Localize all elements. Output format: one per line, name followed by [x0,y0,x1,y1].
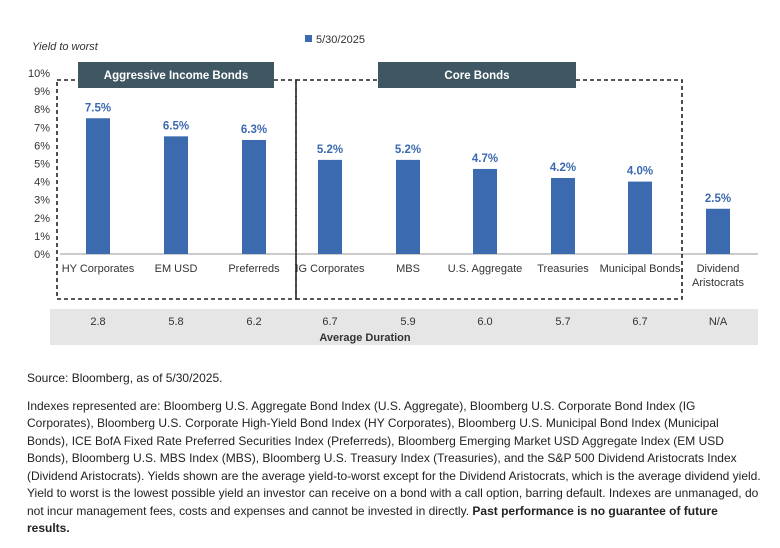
x-tick-label: Treasuries [537,263,589,275]
y-tick-label: 5% [34,159,50,171]
bar-value-label: 4.2% [550,162,576,174]
bar [628,181,652,254]
bar [396,159,420,254]
source-note: Source: Bloomberg, as of 5/30/2025. [27,371,223,385]
y-tick-label: 7% [34,122,50,134]
bar [164,136,188,254]
duration-value: N/A [709,316,728,328]
x-tick-label: U.S. Aggregate [448,263,523,275]
duration-value: 6.2 [246,316,261,328]
bar-value-label: 6.5% [163,120,189,132]
bar [551,177,575,254]
x-tick-label: IG Corporates [295,263,365,275]
bar [473,168,497,254]
y-tick-label: 8% [34,104,50,116]
y-tick-label: 4% [34,177,50,189]
x-tick-label: HY Corporates [62,263,135,275]
x-tick-label: EM USD [155,263,198,275]
y-tick-label: 10% [28,68,50,80]
bar [318,159,342,254]
duration-value: 5.8 [168,316,183,328]
bar-value-label: 5.2% [395,144,421,156]
duration-value: 2.8 [90,316,105,328]
legend-swatch [305,35,312,42]
y-tick-label: 6% [34,140,50,152]
duration-value: 6.0 [477,316,492,328]
x-tick-label: Preferreds [228,263,280,275]
bar [242,139,266,254]
duration-value: 5.7 [555,316,570,328]
duration-value: 6.7 [322,316,337,328]
bar [706,208,730,254]
group-header-label: Core Bonds [444,70,509,82]
x-tick-label: Dividend [697,263,740,275]
y-tick-label: 9% [34,86,50,98]
y-tick-label: 3% [34,195,50,207]
bar-value-label: 2.5% [705,193,731,205]
x-tick-label: Aristocrats [692,277,744,289]
x-tick-label: MBS [396,263,420,275]
bar-value-label: 7.5% [85,102,111,114]
group-header-label: Aggressive Income Bonds [104,70,248,82]
bar-value-label: 4.7% [472,153,498,165]
duration-value: 5.9 [400,316,415,328]
footnotes: Source: Bloomberg, as of 5/30/2025. Inde… [27,370,762,548]
bar-value-label: 5.2% [317,144,343,156]
bar-value-label: 6.3% [241,124,267,136]
x-tick-label: Municipal Bonds [600,263,681,275]
group-header [378,62,576,88]
y-tick-label: 2% [34,213,50,225]
bar-value-label: 4.0% [627,166,653,178]
y-tick-label: 0% [34,249,50,261]
disclaimer-note: Indexes represented are: Bloomberg U.S. … [27,398,762,538]
bar [86,118,110,254]
duration-band [50,309,758,345]
duration-value: 6.7 [632,316,647,328]
y-axis-title: Yield to worst [32,41,99,53]
legend-label: 5/30/2025 [316,34,365,46]
group-header [78,62,274,88]
duration-title: Average Duration [319,332,411,344]
performance-warning: Past performance is no guarantee of futu… [27,503,718,536]
disclaimer-text: Indexes represented are: Bloomberg U.S. … [27,398,761,518]
y-tick-label: 1% [34,231,50,243]
yield-bar-chart: Yield to worst 0% 1% 2% 3% 4% 5% 6% 7% 8% 9% 10% 5/3… [28,34,758,345]
